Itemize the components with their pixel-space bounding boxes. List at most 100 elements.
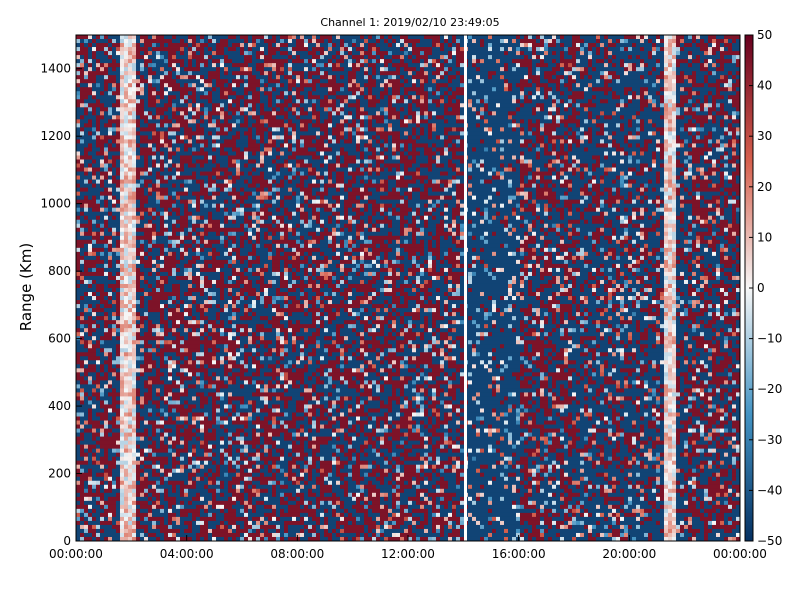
heatmap-cell: [144, 292, 149, 297]
heatmap-cell: [232, 328, 237, 333]
heatmap-cell: [96, 432, 101, 437]
heatmap-cell: [76, 512, 81, 518]
heatmap-cell: [132, 243, 137, 249]
heatmap-cell: [164, 320, 169, 325]
heatmap-cell: [84, 460, 89, 466]
heatmap-cell: [140, 267, 145, 273]
heatmap-cell: [232, 211, 237, 217]
heatmap-cell: [120, 352, 125, 357]
heatmap-cell: [104, 360, 109, 365]
heatmap-cell: [188, 480, 193, 486]
heatmap-cell: [76, 83, 81, 88]
heatmap-cell: [128, 360, 133, 365]
heatmap-cell: [204, 384, 209, 389]
heatmap-cell: [84, 496, 89, 502]
heatmap-cell: [200, 480, 205, 486]
heatmap-cell: [228, 227, 233, 233]
heatmap-cell: [188, 368, 193, 373]
heatmap-cell: [92, 131, 97, 136]
heatmap-cell: [152, 207, 157, 213]
heatmap-cell: [124, 424, 129, 429]
heatmap-cell: [84, 203, 89, 209]
heatmap-cell: [84, 83, 89, 88]
heatmap-cell: [220, 175, 225, 180]
heatmap-cell: [168, 243, 173, 249]
heatmap-cell: [188, 51, 193, 56]
heatmap-cell: [148, 259, 153, 265]
heatmap-cell: [180, 356, 185, 361]
heatmap-cell: [172, 147, 177, 152]
heatmap-cell: [224, 55, 229, 60]
heatmap-cell: [184, 528, 189, 534]
heatmap-cell: [208, 440, 213, 446]
heatmap-cell: [112, 496, 117, 502]
heatmap-cell: [116, 135, 121, 140]
heatmap-cell: [144, 340, 149, 345]
heatmap-cell: [224, 135, 229, 140]
heatmap-cell: [208, 179, 213, 184]
heatmap-cell: [104, 231, 109, 237]
heatmap-cell: [216, 95, 221, 100]
heatmap-cell: [136, 67, 141, 72]
heatmap-cell: [96, 43, 101, 48]
heatmap-cell: [224, 452, 229, 458]
heatmap-cell: [100, 464, 105, 470]
heatmap-cell: [84, 51, 89, 56]
heatmap-cell: [100, 524, 105, 530]
heatmap-cell: [176, 368, 181, 373]
heatmap-cell: [208, 452, 213, 458]
heatmap-cell: [120, 255, 125, 261]
heatmap-cell: [76, 75, 81, 80]
heatmap-cell: [184, 255, 189, 261]
heatmap-cell: [124, 452, 129, 458]
heatmap-cell: [116, 468, 121, 474]
heatmap-cell: [152, 516, 157, 522]
heatmap-cell: [120, 508, 125, 514]
heatmap-cell: [88, 215, 93, 221]
heatmap-cell: [216, 199, 221, 205]
heatmap-cell: [100, 231, 105, 237]
heatmap-cell: [188, 304, 193, 309]
heatmap-cell: [156, 159, 161, 164]
heatmap-cell: [124, 91, 129, 96]
heatmap-cell: [100, 63, 105, 68]
heatmap-cell: [180, 424, 185, 429]
heatmap-cell: [172, 420, 177, 425]
heatmap-cell: [136, 83, 141, 88]
heatmap-cell: [84, 59, 89, 64]
heatmap-cell: [120, 139, 125, 144]
heatmap-cell: [112, 67, 117, 72]
heatmap-cell: [192, 267, 197, 273]
heatmap-cell: [92, 55, 97, 60]
heatmap-cell: [124, 328, 129, 333]
heatmap-cell: [208, 460, 213, 466]
heatmap-cell: [144, 360, 149, 365]
heatmap-cell: [208, 115, 213, 120]
heatmap-cell: [116, 51, 121, 56]
heatmap-cell: [196, 95, 201, 100]
heatmap-cell: [168, 75, 173, 80]
heatmap-cell: [220, 388, 225, 393]
heatmap-cell: [76, 183, 81, 189]
heatmap-cell: [116, 404, 121, 409]
heatmap-cell: [96, 332, 101, 337]
heatmap-cell: [196, 332, 201, 337]
heatmap-cell: [136, 183, 141, 189]
heatmap-cell: [80, 35, 85, 40]
heatmap-cell: [108, 83, 113, 88]
heatmap-cell: [172, 123, 177, 128]
heatmap-cell: [220, 159, 225, 164]
heatmap-cell: [148, 127, 153, 132]
heatmap-cell: [132, 524, 137, 530]
heatmap-cell: [124, 227, 129, 233]
heatmap-cell: [224, 39, 229, 44]
heatmap-cell: [220, 55, 225, 60]
heatmap-cell: [104, 412, 109, 417]
heatmap-cell: [212, 255, 217, 261]
heatmap-cell: [92, 151, 97, 156]
heatmap-cell: [116, 348, 121, 353]
heatmap-cell: [80, 239, 85, 245]
heatmap-cell: [188, 231, 193, 237]
heatmap-cell: [104, 111, 109, 116]
heatmap-cell: [100, 95, 105, 100]
